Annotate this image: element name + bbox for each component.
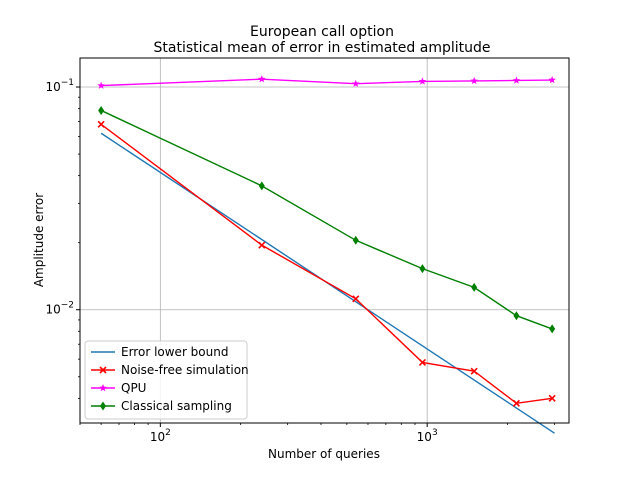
chart-title: European call option (250, 24, 394, 40)
x-tick-label-exponent: 3 (432, 428, 438, 438)
data-point-series-1 (97, 120, 105, 128)
y-tick-label: 10−2 (45, 301, 74, 317)
data-point-series-3 (352, 235, 359, 245)
data-point-series-3 (258, 181, 265, 191)
legend-swatch-marker (99, 384, 107, 392)
data-point-series-2 (97, 81, 105, 89)
data-point-series-1 (352, 295, 360, 303)
plot-frame (79, 57, 570, 424)
y-tick-label-exponent: −1 (61, 78, 74, 88)
data-point-series-2 (418, 77, 427, 85)
legend-label: Classical sampling (121, 399, 232, 413)
data-point-series-3 (98, 105, 105, 115)
x-axis-label: Number of queries (268, 447, 380, 461)
legend-label: Noise-free simulation (121, 363, 249, 377)
data-point-series-3 (471, 282, 478, 292)
data-point-series-1 (512, 399, 520, 407)
legend-box (84, 340, 248, 420)
x-tick-label: 103 (417, 428, 438, 444)
legend-entry: Error lower bound (91, 345, 228, 359)
data-point-series-1 (548, 394, 556, 402)
data-point-series-3 (513, 311, 520, 321)
x-tick-label-base: 10 (417, 430, 432, 444)
legend-swatch-marker (99, 366, 107, 374)
legend-entry: Noise-free simulation (91, 363, 249, 377)
legend-label: QPU (121, 381, 146, 395)
data-point-series-2 (351, 79, 360, 87)
y-tick-label-base: 10 (45, 80, 60, 94)
legend: Error lower bound Noise-free simulation QP… (84, 340, 249, 420)
data-point-series-2 (470, 76, 478, 85)
y-tick-label-exponent: −2 (61, 301, 74, 311)
data-point-series-1 (470, 367, 478, 375)
data-point-series-3 (549, 324, 556, 334)
x-tick-label: 102 (150, 428, 171, 444)
legend-swatch-marker (100, 401, 106, 411)
data-point-series-3 (419, 264, 426, 274)
data-point-series-2 (257, 75, 266, 83)
data-point-series-1 (418, 358, 427, 366)
y-axis-label: Amplitude error (32, 193, 46, 287)
data-point-series-2 (512, 76, 521, 84)
data-point-series-2 (548, 76, 556, 84)
x-tick-label-base: 10 (150, 430, 165, 444)
y-tick-label: 10−1 (45, 78, 74, 94)
data-point-series-1 (258, 241, 266, 249)
y-tick-label-base: 10 (45, 303, 60, 317)
chart-subtitle: Statistical mean of error in estimated a… (154, 40, 491, 56)
legend-entry: Classical sampling (91, 399, 232, 413)
legend-label: Error lower bound (121, 345, 228, 359)
x-tick-label-exponent: 2 (165, 428, 171, 438)
series-layer (97, 75, 556, 434)
legend-entry: QPU (91, 381, 146, 395)
